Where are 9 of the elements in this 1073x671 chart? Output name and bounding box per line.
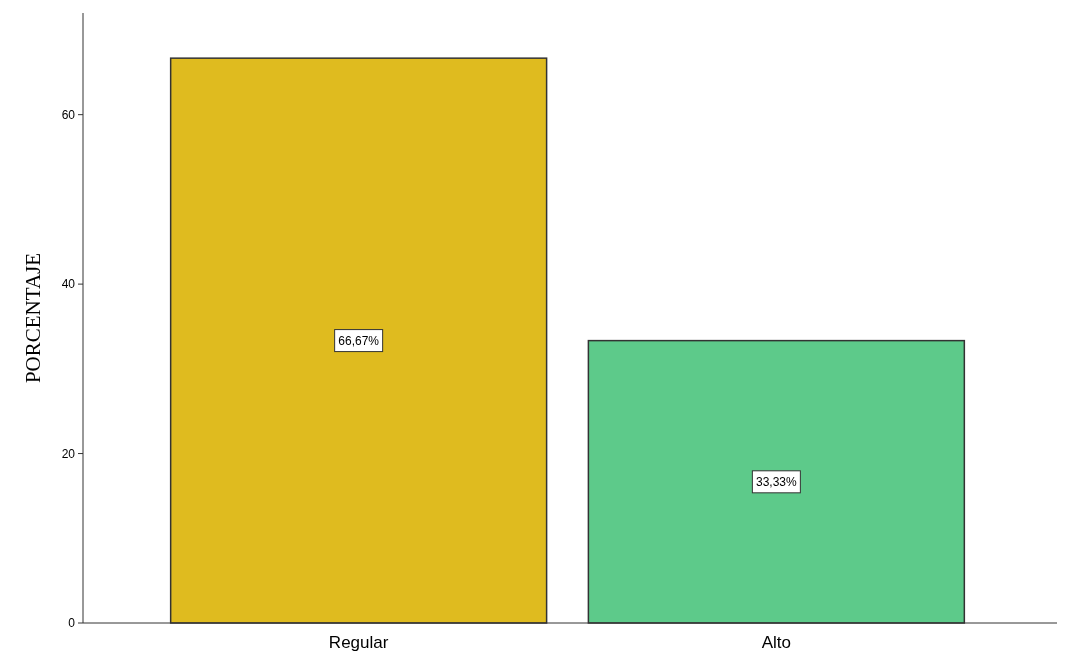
y-tick-label: 0 — [68, 616, 76, 630]
data-label: 33,33% — [756, 474, 798, 489]
y-axis-title: PORCENTAJE — [21, 252, 45, 384]
x-tick-label: Regular — [328, 633, 389, 652]
x-tick-label: Alto — [761, 633, 792, 652]
y-tick-label: 60 — [61, 107, 76, 122]
y-tick-label: 20 — [61, 446, 76, 461]
data-label: 66,67% — [338, 333, 380, 348]
y-tick-label: 40 — [61, 277, 76, 292]
